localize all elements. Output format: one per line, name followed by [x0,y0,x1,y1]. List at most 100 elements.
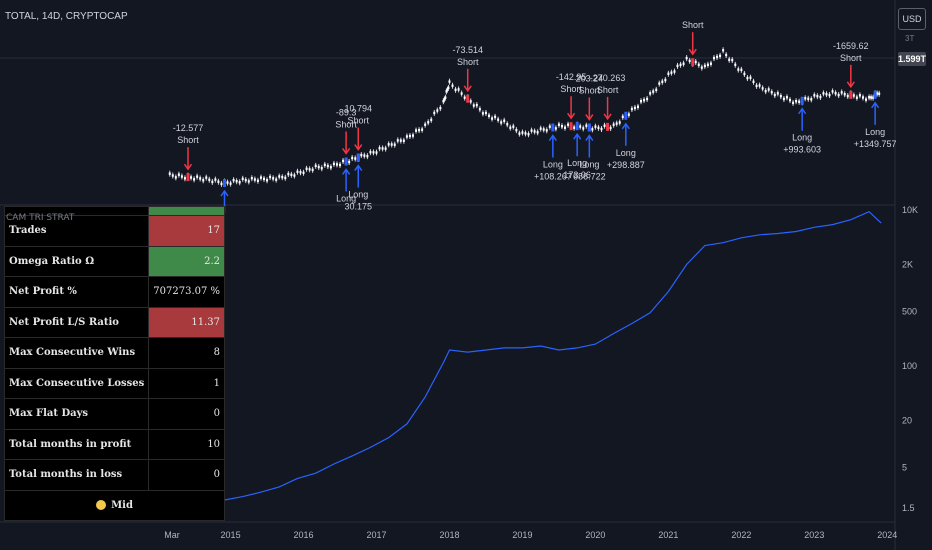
candle-body [415,129,418,132]
candle-body [792,101,795,105]
candle-body [664,78,667,82]
candle-body [633,106,636,110]
candle-body [284,176,287,180]
candle-body [369,150,372,154]
candle-body [168,172,171,175]
candle-body [381,147,384,150]
candle-body [591,128,594,131]
long-arrow-head [341,168,351,175]
candle-body [752,80,755,84]
candle-body [761,87,764,90]
short-label: Short [335,119,357,129]
candle-body [244,178,247,182]
candle-body [444,96,447,99]
candle-body [472,104,475,107]
candle-body [706,63,709,67]
candle-body [770,91,773,94]
long-arrow-head [548,134,557,141]
stats-row-netprofit: Net Profit % 707273.07 % [3,276,226,308]
candle-body [579,125,582,128]
candle-body [259,176,262,179]
candle-body [366,154,369,158]
candle-body [424,123,427,126]
strategy-name: CAM TRI STRAT [6,213,75,223]
candle-body [649,92,652,95]
long-value: +1349.757 [854,139,897,149]
candle-body [594,125,597,128]
candle-body [272,177,275,180]
candle-body [560,125,563,128]
candle-body [694,60,697,64]
short-arrow-head [354,144,363,151]
stats-header-left [3,206,150,216]
candle-body [807,97,810,100]
long-value: +993.603 [783,145,821,155]
candle-body [655,88,658,92]
candle-body [326,164,329,168]
long-arrow-head [621,122,630,130]
candle-body [557,123,560,126]
candle-body [375,151,378,154]
candle-body [734,63,737,67]
candle-body [776,92,779,95]
candle-body [779,94,782,98]
long-entry-bar [587,123,591,132]
stats-value: 1 [148,367,226,399]
candle-body [348,160,351,164]
candle-body [305,167,308,171]
candle-body [235,180,238,183]
candle-body [411,134,414,137]
time-tick-label: 2023 [804,530,824,540]
strategy-stats-table: Trades 17 Omega Ratio Ω 2.2 Net Profit % 70… [3,206,226,521]
stats-value: 10 [148,428,226,460]
candle-body [542,128,545,131]
candle-body [603,124,606,127]
candle-body [205,176,208,179]
candle-body [442,100,445,103]
long-value: 30.175 [344,202,372,212]
candle-body [241,177,244,180]
candle-body [269,175,272,179]
candle-body [831,90,834,93]
candlestick-series [168,47,881,187]
candle-body [177,173,180,176]
scale-stub-label: 3T [905,34,915,43]
candle-body [335,163,338,166]
candle-body [281,175,284,179]
candle-body [226,181,229,184]
short-entry-bar [691,58,695,67]
candle-body [457,88,460,91]
candle-body [387,143,390,146]
candle-body [481,112,484,115]
stats-label: Net Profit % [3,276,150,308]
candle-body [418,128,421,132]
candle-body [445,90,448,93]
price-tick-label: 5 [902,462,907,472]
currency-button[interactable]: USD [898,8,926,30]
candle-body [363,154,366,157]
long-value: 686.722 [573,172,606,182]
stats-label: Max Consecutive Wins [3,337,150,369]
short-label: Short [840,53,862,63]
candle-body [700,66,703,69]
candle-body [421,128,424,131]
short-value: -1659.62 [833,41,869,51]
candle-body [548,125,551,128]
candle-body [661,80,664,84]
candle-body [646,97,649,101]
candle-body [214,178,217,181]
candle-body [447,86,450,90]
candle-body [749,76,752,79]
candle-body [430,118,433,122]
candle-body [767,88,770,91]
candle-body [275,178,278,181]
candle-body [433,111,436,115]
candle-body [250,177,253,180]
candle-body [494,115,497,119]
short-arrow-head [688,48,697,56]
symbol-label[interactable]: TOTAL, 14D, CRYPTOCAP [5,11,128,22]
short-value: 203.24 [576,74,604,84]
candle-body [731,58,734,62]
candle-body [746,76,749,80]
